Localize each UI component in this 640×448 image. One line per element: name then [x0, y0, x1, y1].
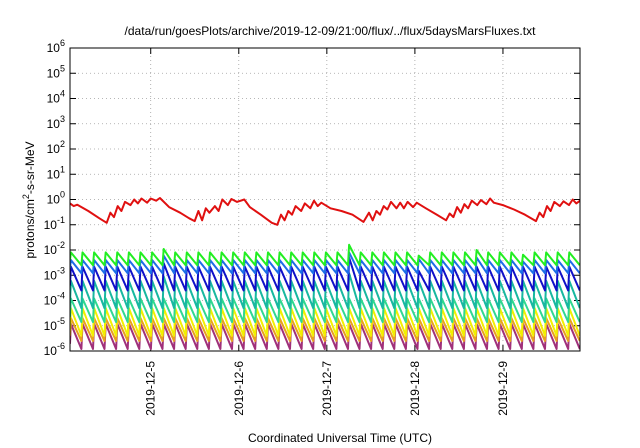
y-tick-label: 10-3: [44, 265, 65, 282]
y-tick-label: 10-5: [44, 316, 65, 333]
chart-title: /data/run/goesPlots/archive/2019-12-09/2…: [125, 24, 537, 38]
y-tick-label: 10-4: [44, 291, 65, 308]
y-axis-label-superscript: 2: [21, 194, 31, 199]
x-tick-label: 2019-12-9: [496, 361, 510, 416]
data-series: [70, 197, 580, 350]
y-axis-label-main: protons/cm: [23, 199, 37, 258]
y-tick-label: 106: [47, 38, 65, 55]
x-tick-label: 2019-12-8: [408, 361, 422, 416]
series-line: [70, 243, 580, 267]
y-tick-label: 10-6: [44, 341, 65, 358]
series-line: [70, 256, 580, 292]
plot-frame: [69, 47, 581, 352]
y-tick-label: 104: [47, 89, 65, 106]
x-axis-label: Coordinated Universal Time (UTC): [248, 431, 432, 445]
series-line: [70, 197, 580, 226]
x-tick-label: 2019-12-6: [232, 361, 246, 416]
x-tick-label: 2019-12-5: [144, 361, 158, 416]
y-tick-label: 10-2: [44, 240, 65, 257]
y-tick-label: 101: [47, 164, 65, 181]
y-tick-label: 103: [47, 114, 65, 131]
y-tick-label: 100: [47, 190, 65, 207]
y-axis-label: protons/cm2-s-sr-MeV: [21, 141, 37, 258]
x-tick-label: 2019-12-7: [320, 361, 334, 416]
y-tick-label: 105: [47, 63, 65, 80]
y-tick-label: 10-1: [44, 215, 65, 232]
y-tick-label: 102: [47, 139, 65, 156]
y-axis-label-rest: -s-sr-MeV: [23, 141, 37, 194]
x-axis-ticks: 2019-12-5 2019-12-6 2019-12-7 2019-12-8 2019…: [144, 48, 510, 416]
